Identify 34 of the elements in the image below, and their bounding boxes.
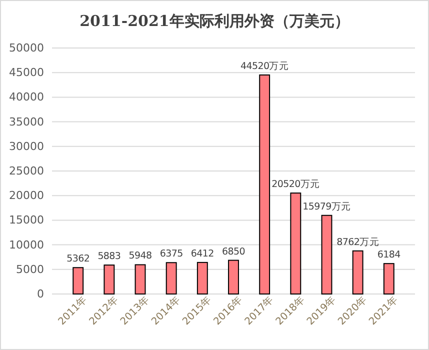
data-label: 6375 bbox=[160, 248, 184, 260]
data-label: 8762万元 bbox=[336, 236, 380, 248]
y-tick-label: 50000 bbox=[9, 42, 44, 55]
bar bbox=[166, 262, 177, 294]
data-label: 6184 bbox=[377, 250, 401, 261]
bar bbox=[196, 262, 208, 294]
bar bbox=[228, 260, 239, 294]
y-tick-label: 10000 bbox=[9, 238, 44, 252]
bar bbox=[352, 250, 364, 294]
data-label: 44520万元 bbox=[240, 60, 289, 72]
bar bbox=[290, 192, 302, 294]
y-tick-label: 35000 bbox=[9, 115, 44, 128]
data-label: 20520万元 bbox=[272, 179, 320, 190]
bar bbox=[134, 264, 146, 294]
y-tick-label: 20000 bbox=[9, 189, 44, 202]
y-tick-label: 30000 bbox=[9, 140, 44, 153]
data-label: 5948 bbox=[128, 250, 152, 262]
bar bbox=[259, 74, 270, 294]
data-label: 6412 bbox=[190, 248, 214, 260]
y-tick-label: 25000 bbox=[9, 164, 44, 178]
bar bbox=[383, 263, 394, 294]
y-tick-label: 45000 bbox=[9, 66, 44, 80]
chart-title: 2011-2021年实际利用外资（万美元） bbox=[80, 12, 350, 30]
data-label: 5362 bbox=[66, 254, 90, 265]
y-tick-label: 5000 bbox=[16, 262, 44, 276]
data-label: 6850 bbox=[222, 246, 246, 258]
data-label: 15979万元 bbox=[302, 201, 352, 212]
bar bbox=[104, 264, 115, 294]
data-label: 5883 bbox=[98, 251, 121, 262]
y-tick-label: 40000 bbox=[9, 90, 44, 104]
y-tick-label: 15000 bbox=[9, 214, 44, 227]
bar bbox=[321, 214, 332, 294]
bar bbox=[72, 267, 84, 294]
y-tick-label: 0 bbox=[37, 288, 44, 301]
